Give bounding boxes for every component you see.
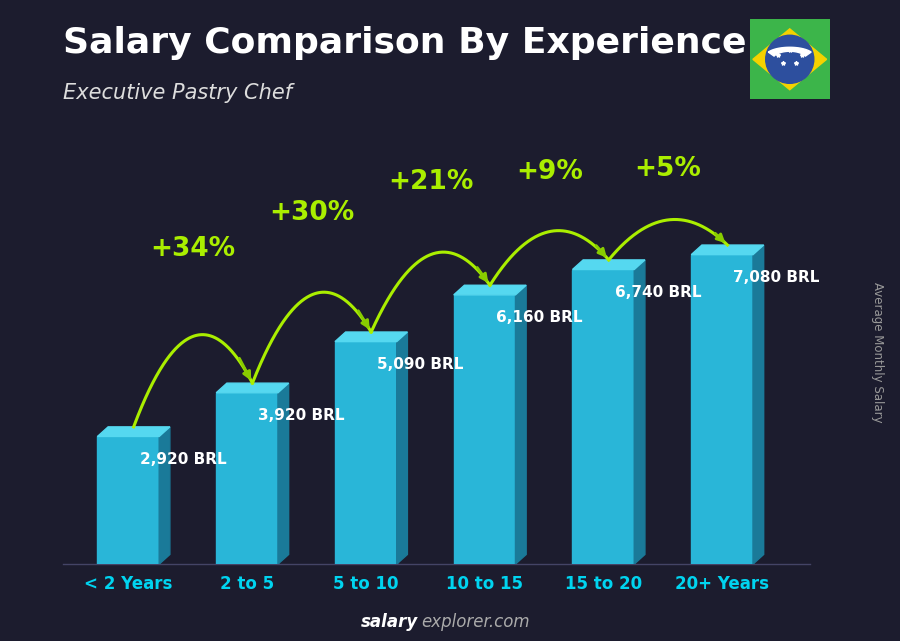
Polygon shape (335, 332, 408, 342)
Text: salary: salary (361, 613, 419, 631)
Bar (454, 295, 516, 564)
Text: 3,920 BRL: 3,920 BRL (258, 408, 345, 423)
Bar (335, 342, 397, 564)
Text: 2,920 BRL: 2,920 BRL (140, 452, 226, 467)
Circle shape (766, 35, 814, 83)
Polygon shape (216, 383, 289, 393)
Text: +9%: +9% (516, 159, 583, 185)
Text: explorer.com: explorer.com (421, 613, 530, 631)
Text: +34%: +34% (150, 236, 236, 262)
Polygon shape (753, 29, 826, 90)
Polygon shape (691, 245, 764, 254)
Bar (97, 437, 159, 564)
Polygon shape (634, 260, 645, 564)
Text: 7,080 BRL: 7,080 BRL (734, 270, 820, 285)
Polygon shape (572, 260, 645, 269)
Text: Executive Pastry Chef: Executive Pastry Chef (63, 83, 292, 103)
Text: 6,740 BRL: 6,740 BRL (615, 285, 701, 300)
Polygon shape (397, 332, 408, 564)
Polygon shape (753, 245, 764, 564)
Polygon shape (278, 383, 289, 564)
Bar (691, 254, 753, 564)
Polygon shape (97, 427, 170, 437)
Text: 6,160 BRL: 6,160 BRL (496, 310, 582, 325)
Text: 5,090 BRL: 5,090 BRL (377, 357, 464, 372)
Text: +21%: +21% (388, 169, 473, 195)
Text: +5%: +5% (634, 156, 701, 181)
Polygon shape (454, 285, 526, 295)
Text: Salary Comparison By Experience: Salary Comparison By Experience (63, 26, 746, 60)
Bar (572, 269, 634, 564)
Bar (216, 393, 278, 564)
Text: +30%: +30% (269, 200, 355, 226)
Polygon shape (159, 427, 170, 564)
Polygon shape (769, 47, 811, 56)
Text: Average Monthly Salary: Average Monthly Salary (871, 282, 884, 423)
Polygon shape (516, 285, 526, 564)
